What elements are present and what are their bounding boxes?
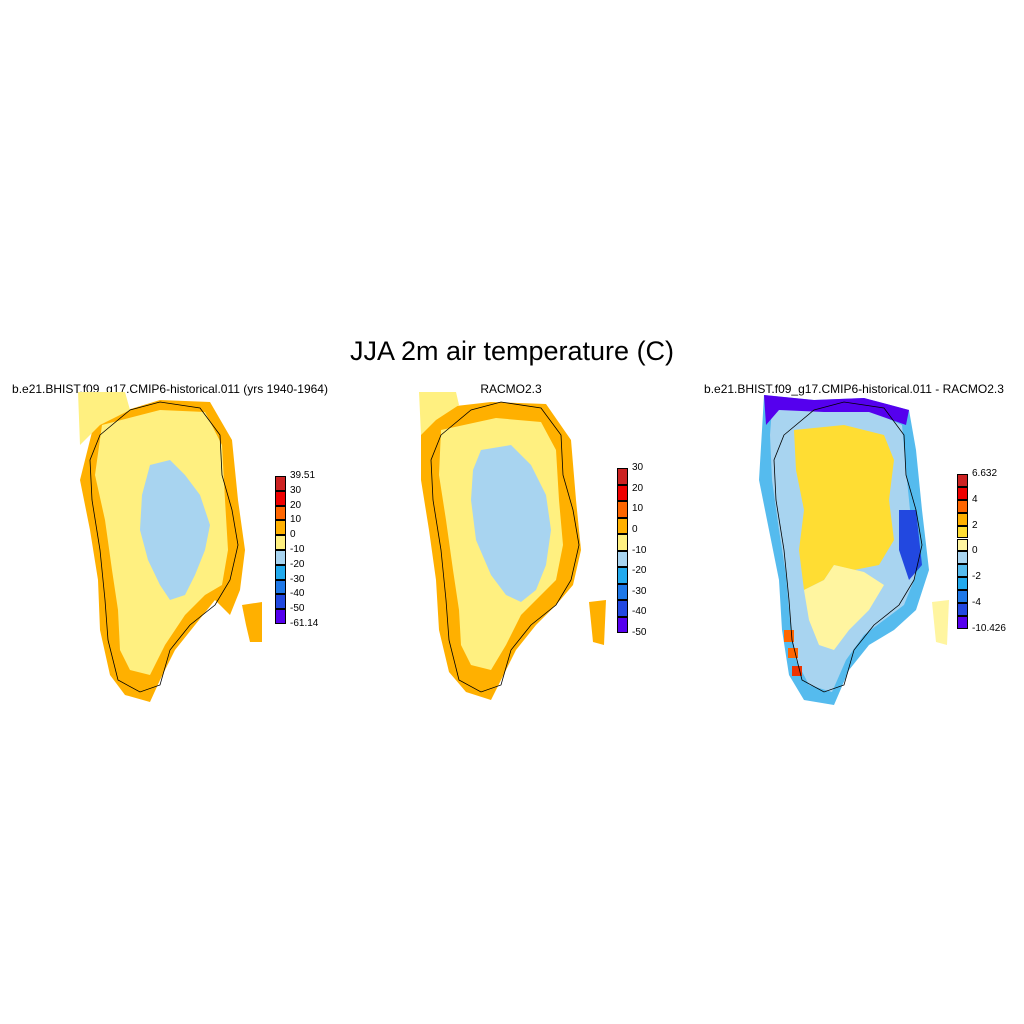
colorbar-box — [617, 517, 628, 534]
colorbar-label: 6.632 — [972, 468, 998, 479]
colorbar-box — [275, 594, 286, 610]
panel-title: b.e21.BHIST.f09_g17.CMIP6-historical.011… — [704, 382, 1004, 396]
colorbar-box — [275, 535, 286, 550]
southwest-warm-spot — [792, 666, 802, 676]
colorbar-box — [617, 468, 628, 485]
colorbar-box — [957, 551, 968, 565]
southwest-warm-spot — [788, 648, 798, 658]
colorbar-label: 2 — [972, 519, 978, 531]
greenland-map — [78, 392, 262, 702]
coastline — [430, 401, 580, 693]
colorbar-box — [617, 583, 628, 600]
colorbar-box — [275, 505, 286, 521]
colorbar-label: -30 — [290, 573, 305, 585]
colorbar-label: -40 — [632, 606, 647, 618]
colorbar-box — [617, 484, 628, 501]
colorbar-box — [617, 550, 628, 567]
small-island — [242, 602, 262, 642]
colorbar-label: 30 — [632, 462, 644, 473]
colorbar-label: -20 — [632, 565, 647, 577]
colorbar-label: 10 — [632, 503, 644, 515]
colorbar-label: 30 — [290, 484, 302, 496]
northern-cold-fringe — [764, 395, 909, 425]
colorbar-box — [957, 615, 968, 629]
ice-sheet-cold-area — [140, 460, 210, 600]
colorbar-box — [275, 609, 286, 624]
panel-model: b.e21.BHIST.f09_g17.CMIP6-historical.011… — [0, 380, 340, 720]
colorbar-label: -10 — [632, 544, 647, 556]
colorbar-box — [957, 499, 968, 513]
colorbar-label: -4 — [972, 597, 981, 608]
colorbar-box — [617, 616, 628, 633]
colorbar-label: 0 — [972, 545, 978, 557]
colorbar-label: -20 — [290, 558, 305, 570]
coastline — [89, 401, 239, 693]
colorbar-box — [617, 534, 628, 551]
figure-title: JJA 2m air temperature (C) — [349, 336, 675, 366]
colorbar-label: -2 — [972, 571, 981, 583]
northwest-patch — [419, 392, 459, 435]
greenland-map — [419, 392, 606, 700]
colorbar-label: 20 — [632, 482, 644, 494]
southwest-warm-spot — [784, 630, 794, 642]
colorbar-box — [617, 501, 628, 518]
colorbar-box — [275, 564, 286, 580]
colorbar-box — [957, 474, 968, 487]
colorbar-box — [957, 525, 968, 539]
colorbar-box — [957, 564, 968, 578]
colorbar-label: -10.426 — [972, 622, 1006, 634]
colorbar-box — [957, 590, 968, 603]
colorbar-label: 4 — [972, 493, 978, 505]
panel-racmo: RACMO2.3 30 20 10 0 -10 -20 -30 -40 -50 — [341, 380, 681, 720]
colorbar-box — [617, 600, 628, 617]
mild-south-area — [804, 565, 884, 650]
colorbar-box — [957, 512, 968, 526]
colorbar-label: 0 — [290, 529, 296, 541]
colorbar-label: -30 — [632, 585, 647, 597]
colorbar-box — [617, 567, 628, 584]
colorbar-label: 20 — [290, 499, 302, 511]
colorbar-label: 39.51 — [290, 470, 316, 481]
colorbar-box — [275, 579, 286, 595]
colorbar-label: 0 — [632, 523, 638, 535]
panel-difference: b.e21.BHIST.f09_g17.CMIP6-historical.011… — [684, 380, 1024, 720]
colorbar-label: 10 — [290, 514, 302, 526]
coastline — [773, 401, 923, 693]
colorbar-box — [957, 486, 968, 500]
colorbar-label: -40 — [290, 588, 305, 600]
colorbar-label: -50 — [632, 627, 647, 638]
colorbar-box — [275, 520, 286, 536]
northwest-patch — [78, 392, 130, 445]
colorbar-box — [957, 577, 968, 591]
colorbar-box — [275, 550, 286, 565]
greenland-map — [759, 395, 949, 705]
small-island — [589, 600, 606, 645]
ice-sheet-cold-area — [471, 445, 551, 602]
small-island — [932, 600, 949, 645]
colorbar-label: -10 — [290, 544, 305, 555]
colorbar-box — [957, 538, 968, 552]
colorbar-label: -61.14 — [290, 618, 319, 629]
warm-interior — [794, 425, 894, 590]
colorbar-box — [275, 490, 286, 506]
colorbar-box — [957, 603, 968, 616]
panel-title: RACMO2.3 — [480, 382, 542, 396]
colorbar-box — [275, 476, 286, 491]
colorbar-label: -50 — [290, 603, 305, 615]
east-cold-strip — [899, 510, 922, 580]
